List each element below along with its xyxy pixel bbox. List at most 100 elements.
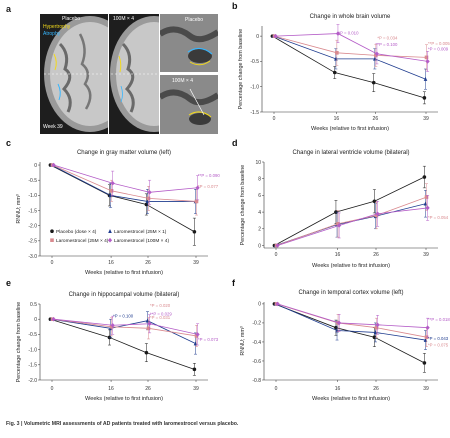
panel-c-series-2-line xyxy=(52,164,197,202)
panel-c-series-1-line xyxy=(51,164,196,202)
panel-b-xtick-label: 0 xyxy=(273,116,276,122)
panel-b-series-2-point xyxy=(374,53,378,58)
panel-f-series-0-line xyxy=(274,303,425,364)
panel-e-series-3-line xyxy=(53,318,198,335)
legend-marker-1 xyxy=(108,229,112,233)
legend-label-3: Laromestrocel (100M × 4) xyxy=(114,238,169,244)
mri-inset-label-dose: 100M × 4 xyxy=(172,78,193,84)
panel-b-pvalue-annotation: *P = 0.009 xyxy=(428,46,449,51)
panel-c-series-2-point xyxy=(194,199,199,204)
legend-atrophy: Atrophy xyxy=(43,31,61,37)
panel-f-ylabel: RNNU; mm³ xyxy=(240,326,246,356)
panel-b-series-0-point xyxy=(422,96,427,100)
panel-d-series-3-point xyxy=(337,223,342,228)
panel-b-series-0-line xyxy=(272,35,425,99)
panel-b-series-3-point xyxy=(335,31,341,36)
panel-d-series-0-point xyxy=(372,199,377,204)
panel-c-ytick-label: -3.0 xyxy=(28,254,37,260)
brain-inset-dose xyxy=(160,75,218,134)
panel-c-pvalue-annotation: *P = 0.077 xyxy=(198,184,219,189)
panel-d-series-0-line xyxy=(274,176,425,246)
panel-d-pvalue-annotation: *P = 0.054 xyxy=(428,215,449,220)
legend-marker-3 xyxy=(107,237,113,243)
panel-f-ytick-label: -0.4 xyxy=(252,340,261,346)
panel-b-series-3-point xyxy=(273,33,278,39)
panel-d-series-3-point xyxy=(425,205,430,211)
panel-b-series-2-line xyxy=(274,35,427,58)
panel-e-series-3-point xyxy=(51,316,56,322)
panel-f-series-0-point xyxy=(422,361,427,365)
panel-b-series-3-point xyxy=(374,51,380,57)
panel-c-ytick-label: -1.0 xyxy=(28,193,37,199)
panel-e-xlabel: Weeks (relative to first infusion) xyxy=(85,396,163,402)
panel-f-series-1-line xyxy=(275,303,426,341)
panel-c-pvalue-annotation: **P = 0.090 xyxy=(198,173,220,178)
panel-b-ytick-label: 0 xyxy=(256,34,259,40)
panel-d-ytick-label: 10 xyxy=(255,160,261,166)
mri-label-placebo: Placebo xyxy=(62,16,81,22)
panel-f-pvalue-annotation: *P = 0.075 xyxy=(428,343,449,348)
panel-f-series-3-point xyxy=(425,325,430,330)
panel-f-xtick-label: 0 xyxy=(275,386,278,392)
panel-b-letter: b xyxy=(232,1,238,11)
panel-c-ylabel: RNNU; mm³ xyxy=(16,194,22,224)
panel-b-xlabel: Weeks (relative to first infusion) xyxy=(311,126,389,132)
panel-e-pvalue-annotation: *P = 0.100 xyxy=(113,313,134,318)
panel-c-xtick-label: 16 xyxy=(108,260,114,266)
panel-e-xtick-label: 26 xyxy=(145,386,151,392)
panel-c-ytick-label: -0.5 xyxy=(28,178,37,184)
mri-label-dose: 100M × 4 xyxy=(113,16,134,22)
panel-c-series-3-point xyxy=(51,162,56,168)
panel-c-xtick-label: 26 xyxy=(145,260,151,266)
panel-c-xtick-label: 39 xyxy=(193,260,199,266)
panel-e-ytick-label: -2.0 xyxy=(28,378,37,384)
panel-d-series-3-point xyxy=(275,243,280,248)
panel-f-ytick-label: 0 xyxy=(258,302,261,308)
panel-d-ytick-label: 0 xyxy=(258,243,261,249)
panel-f-xtick-label: 39 xyxy=(423,386,429,392)
panel-e-xtick-label: 39 xyxy=(193,386,199,392)
panel-b-ytick-label: -1.0 xyxy=(250,85,259,91)
panel-c-xtick-label: 0 xyxy=(51,260,54,266)
panel-b-series-1-point xyxy=(423,76,428,81)
panel-e-letter: e xyxy=(6,278,11,288)
panel-c-series-3-point xyxy=(147,190,152,195)
panel-e-pvalue-annotation: *P = 0.073 xyxy=(198,337,219,342)
panel-f-series-2-point xyxy=(374,325,379,330)
brain-inset-placebo xyxy=(160,14,218,72)
panel-c-ytick-label: -2.5 xyxy=(28,239,37,245)
panel-d-ytick-label: 8 xyxy=(258,176,261,182)
panel-c-series-0-line xyxy=(50,164,195,233)
panel-b-ylabel: Percentage change from baseline xyxy=(238,29,244,110)
panel-f-pvalue-annotation: *P = 0.043 xyxy=(428,336,449,341)
panel-b-pvalue-annotation: *P = 0.100 xyxy=(377,42,398,47)
panel-c-ytick-label: 0 xyxy=(34,163,37,169)
charts-canvas: b Change in whole brain volume 0 -0.5 -1.0 -1… xyxy=(6,1,450,402)
panel-b-series-0-point xyxy=(371,80,376,85)
panel-c-series-2-point xyxy=(146,196,151,201)
panel-e-pvalue-annotation: *P = 0.031 xyxy=(150,315,171,320)
panel-b-pvalue-annotation: *P = 0.010 xyxy=(338,31,359,36)
panel-f-xtick-label: 16 xyxy=(335,386,341,392)
panel-f-title: Change in temporal cortex volume (left) xyxy=(298,290,403,296)
panel-e-series-2-point xyxy=(109,325,114,329)
panel-f-series-3-line xyxy=(277,303,428,329)
panel-e-ytick-label: -0.5 xyxy=(28,332,37,338)
panel-b-title: Change in whole brain volume xyxy=(310,14,391,20)
panel-d-series-0-point xyxy=(422,175,427,179)
panel-e-series-0-point xyxy=(192,367,197,372)
panel-d-ylabel: Percentage change from baseline xyxy=(240,165,246,246)
panel-b-series-3-point xyxy=(425,59,430,64)
panel-d-series-3-line xyxy=(277,207,428,246)
legend-marker-2 xyxy=(50,238,54,242)
brain-scan-dose xyxy=(109,14,159,134)
brain-scan-placebo xyxy=(40,14,108,134)
panel-c-series-3-line xyxy=(53,164,198,193)
mri-week-label: Week 39 xyxy=(43,124,63,130)
panel-e-series-3-point xyxy=(110,322,115,328)
panel-c-letter: c xyxy=(6,138,11,148)
figure-caption: Fig. 3 | Volumetric MRI assessments of A… xyxy=(6,421,239,427)
panel-e-series-0-point xyxy=(144,350,149,355)
mri-inset-label-placebo: Placebo xyxy=(185,17,204,23)
panel-e-ytick-label: -1.5 xyxy=(28,363,37,369)
